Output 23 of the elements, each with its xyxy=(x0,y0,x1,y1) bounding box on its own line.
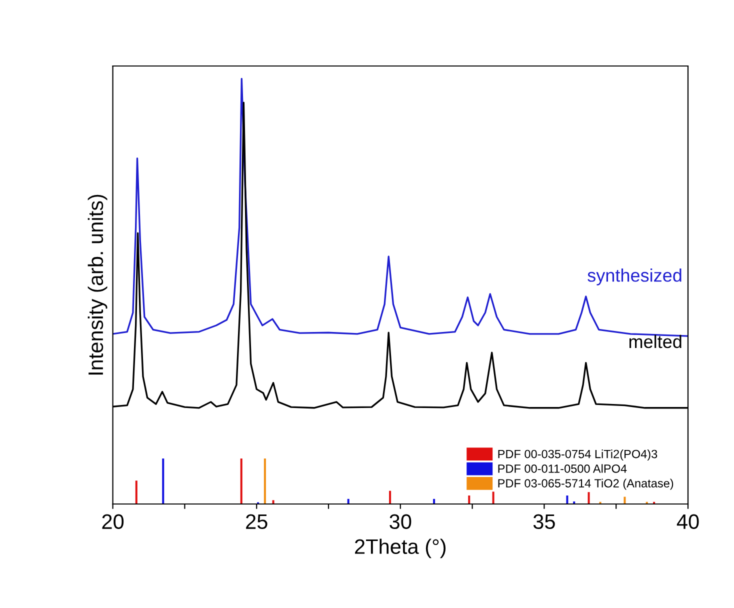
x-tick-label: 35 xyxy=(533,514,555,530)
legend-label: PDF 00-035-0754 LiTi2(PO4)3 xyxy=(498,450,658,461)
x-tick-label: 20 xyxy=(102,514,124,530)
legend-label: PDF 03-065-5714 TiO2 (Anatase) xyxy=(498,478,674,490)
legend-label: PDF 00-011-0500 AlPO4 xyxy=(498,464,627,473)
bar xyxy=(492,492,494,504)
bar xyxy=(272,500,274,504)
bar xyxy=(468,495,470,504)
bar xyxy=(240,458,242,504)
y-axis-title: Intensity (arb. units) xyxy=(88,194,108,375)
series-label: synthesized xyxy=(588,268,682,286)
x-axis-title: 2Theta (°) xyxy=(355,538,446,558)
bar xyxy=(264,458,266,504)
bar xyxy=(566,495,568,504)
bar xyxy=(588,492,590,504)
x-tick-label: 25 xyxy=(246,514,268,530)
bar xyxy=(162,458,164,504)
text: melted xyxy=(629,334,682,348)
bar xyxy=(624,496,626,504)
bar xyxy=(135,480,138,504)
x-tick-label: 30 xyxy=(390,514,412,530)
x-tick-label: 40 xyxy=(676,514,699,530)
bar xyxy=(389,490,392,504)
